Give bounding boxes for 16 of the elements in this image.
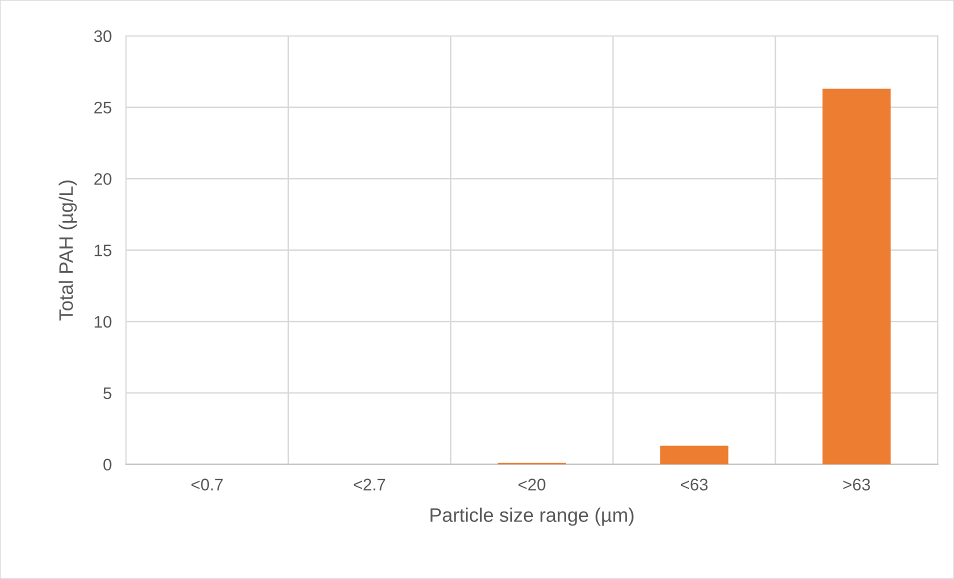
y-tick-label: 20 [94,173,112,185]
y-tick-label: 0 [103,458,112,471]
x-axis-title: Particle size range (µm) [430,508,634,526]
x-tick-label: <0.7 [191,478,223,490]
y-tick-label: 10 [94,316,112,328]
x-tick-label: >63 [843,478,870,490]
x-tick-label: <20 [518,478,546,490]
y-axis-title: Total PAH (µg/L) [58,180,77,320]
bar [660,446,728,464]
y-tick-label: 15 [94,244,112,256]
y-tick-label: 25 [94,102,112,114]
bar [822,88,891,464]
y-tick-label: 5 [103,388,112,400]
x-tick-label: <63 [680,478,708,490]
x-tick-label: <2.7 [354,478,386,490]
y-tick-label: 30 [94,30,112,42]
